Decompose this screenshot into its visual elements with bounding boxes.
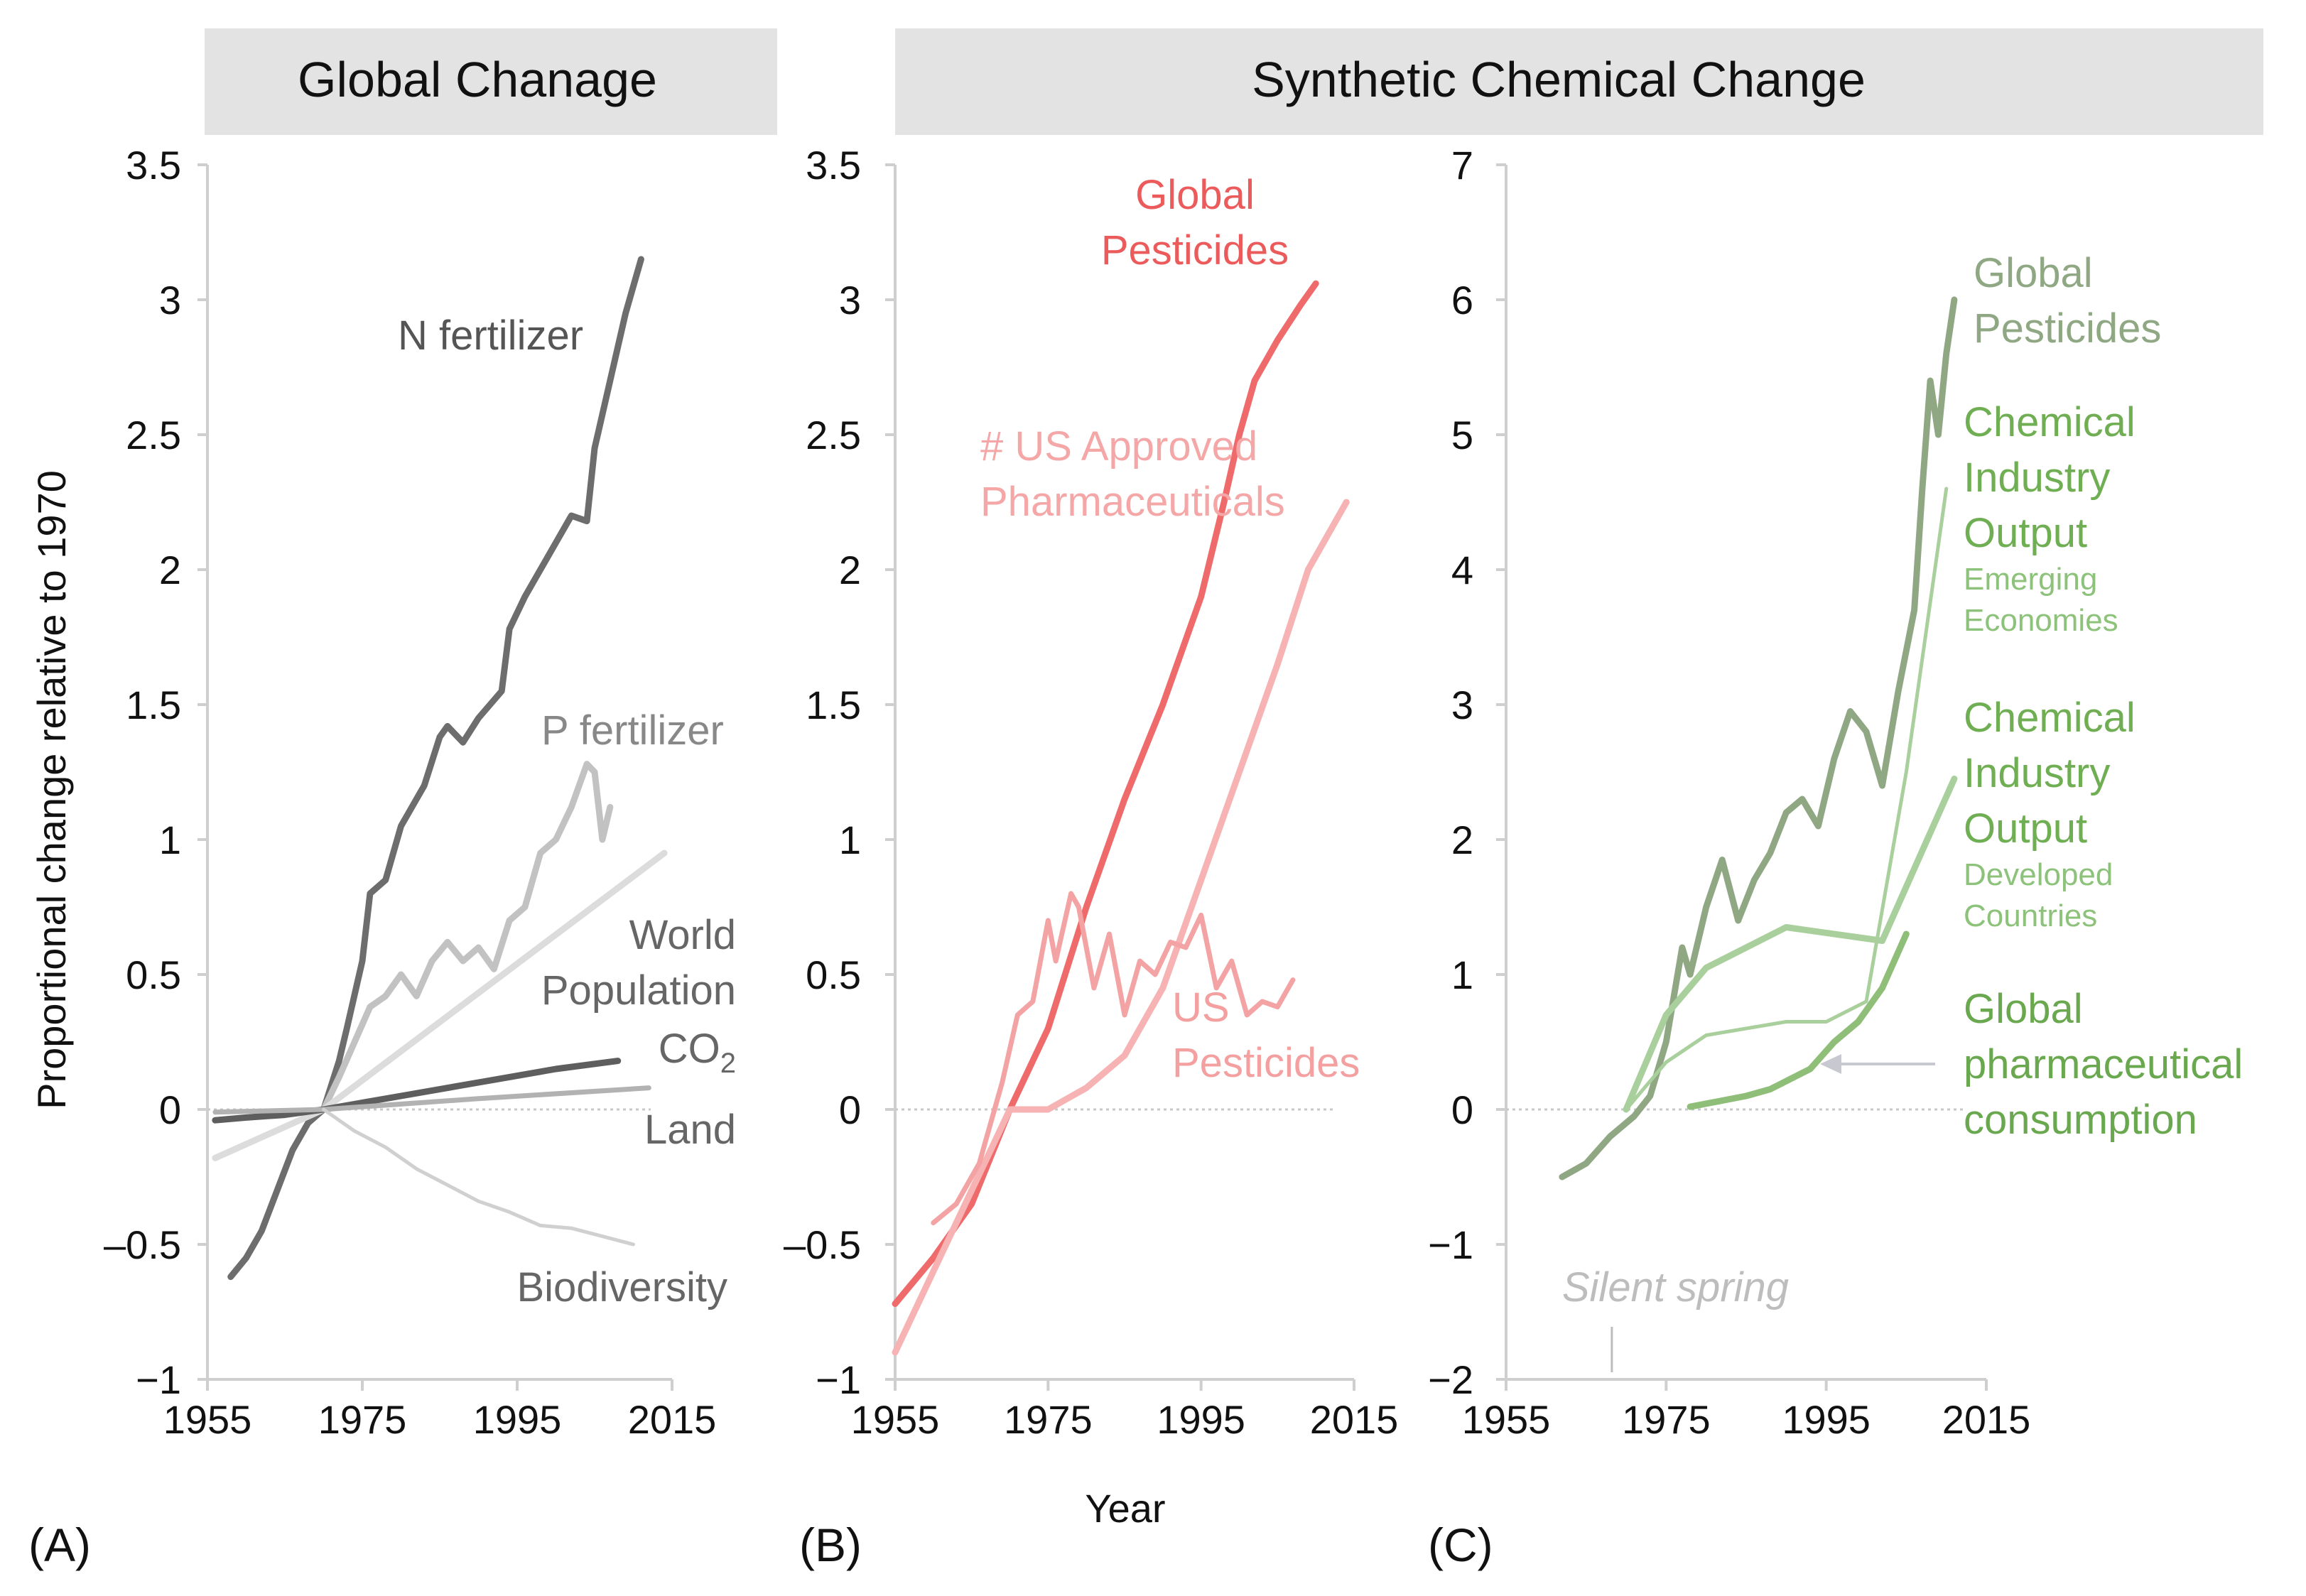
panel-c-y-tick-label: 6 (1451, 278, 1473, 322)
header-right: Synthetic Chemical Change (1252, 52, 1866, 107)
panel-a-series-co2 (212, 1058, 622, 1124)
panel-b-y-tick-label: –0.5 (784, 1222, 861, 1267)
panel-a-x-tick-label: 1975 (318, 1397, 407, 1442)
panel-c-y-tick-label: 5 (1451, 413, 1473, 457)
panel-a-series-p-fertilizer (320, 761, 614, 1113)
panel-a-y-tick-label: –0.5 (104, 1222, 181, 1267)
panel-b-y-tick-label: 2.5 (806, 413, 861, 457)
panel-c-series-chemical-industry-output-emerging-economies (1624, 487, 1949, 1112)
panel-a-y-tick-label: 3.5 (126, 143, 181, 188)
panel-a-label-world-population-line-1: World (629, 912, 736, 958)
panel-c-y-tick-label: 7 (1451, 143, 1473, 188)
panel-b-y-tick-label: 2 (839, 548, 861, 592)
panel-b-series-us-pesticides (931, 891, 1296, 1226)
panel-b-label-us-approved-pharmaceuticals-line-2: Pharmaceuticals (980, 479, 1285, 525)
panel-a-x-tick-label: 1995 (473, 1397, 562, 1442)
panel-c-y-tick-label: 4 (1451, 548, 1473, 592)
header-left-bar (205, 28, 777, 135)
panel-a-label-n-fertilizer-line-1: N fertilizer (398, 313, 583, 359)
panel-a-label-p-fertilizer-line-1: P fertilizer (541, 707, 724, 754)
panel-c-y-tick-label: 0 (1451, 1087, 1473, 1132)
panel-tag-b: (B) (799, 1519, 862, 1571)
panel-b-y-tick-label: 3.5 (806, 143, 861, 188)
panel-b-y-tick-label: −1 (816, 1357, 861, 1402)
panel-c-y-tick-label: 3 (1451, 683, 1473, 727)
panel-a-label-land-line-1: Land (644, 1107, 736, 1153)
panel-b-y-tick-label: 1.5 (806, 683, 861, 727)
panel-c-label-chemical-industry-output-developed-countries-line-1: Chemical (1964, 695, 2136, 741)
panel-c: −2 −1 0 1 2 3 4 5 6 7 1955 1975 1995 2015 Silent sprin… (1428, 143, 2243, 1442)
panel-a-y-tick-label: 1 (159, 818, 181, 862)
panel-c-series-chemical-industry-output-developed-countries (1623, 776, 1958, 1113)
panel-c-x-tick-label: 1995 (1782, 1397, 1871, 1442)
panel-c-label-chemical-industry-output-emerging-economies-sub-1: Emerging (1964, 562, 2097, 597)
panel-a-y-tick-label: 2.5 (126, 413, 181, 457)
panel-b-series-global-pesticides (892, 280, 1319, 1308)
panel-a-label-world-population-line-2: Population (541, 967, 736, 1014)
panel-c-label-chemical-industry-output-developed-countries-line-3: Output (1964, 805, 2087, 852)
panel-c-y-tick-label: 1 (1451, 952, 1473, 997)
panel-c-label-chemical-industry-output-developed-countries-sub-1: Developed (1964, 857, 2113, 892)
panel-a-y-tick-label: −1 (136, 1357, 181, 1402)
panel-b-label-global-pesticides-line-2: Pesticides (1101, 227, 1289, 273)
panel-tag-a: (A) (28, 1519, 91, 1571)
panel-b-label-global-pesticides-line-1: Global (1135, 172, 1255, 218)
panel-c-x-tick-label: 1975 (1622, 1397, 1711, 1442)
panel-b-x-tick-label: 2015 (1310, 1397, 1399, 1442)
panel-b-y-tick-label: 3 (839, 278, 861, 322)
panel-b-y-tick-label: 1 (839, 818, 861, 862)
panel-c-series-global-pesticides (1559, 296, 1958, 1180)
panel-b-label-us-pesticides-line-1: US (1172, 984, 1230, 1031)
panel-c-annotation-silent-spring: Silent spring (1562, 1264, 1789, 1310)
panel-c-label-chemical-industry-output-developed-countries-line-2: Industry (1964, 750, 2110, 796)
panel-a-y-tick-label: 1.5 (126, 683, 181, 727)
header-right-bar (895, 28, 2263, 135)
panel-a: −1 –0.5 0 0.5 1 1.5 2 2.5 3 3.5 1955 1975 1995 2015 N … (104, 143, 736, 1442)
panel-b-label-us-approved-pharmaceuticals-line-1: # US Approved (980, 423, 1257, 469)
panel-b-x-tick-label: 1975 (1004, 1397, 1093, 1442)
panel-a-y-tick-label: 3 (159, 278, 181, 322)
panel-a-label-biodiversity-line-1: Biodiversity (516, 1264, 727, 1310)
panel-a-label-co2-line-1: CO2 (659, 1026, 736, 1079)
panel-a-series-biodiversity (322, 1107, 635, 1247)
panel-c-y-tick-label: 2 (1451, 818, 1473, 862)
panel-b-series-us-approved-pharmaceuticals (892, 499, 1350, 1356)
panel-a-series-n-fertilizer (227, 256, 644, 1281)
y-axis-title: Proportional change relative to 1970 (29, 470, 74, 1109)
panel-c-y-tick-label: −1 (1428, 1222, 1473, 1267)
panel-a-x-tick-label: 2015 (628, 1397, 717, 1442)
panel-a-series-land (212, 1085, 651, 1115)
panel-b: −1 –0.5 0 0.5 1 1.5 2 2.5 3 3.5 1955 1975 1995 2015 Gl… (784, 143, 1398, 1442)
panel-c-pharma-arrow-head (1820, 1054, 1841, 1074)
panel-b-y-tick-label: 0.5 (806, 952, 861, 997)
panel-a-y-tick-label: 0.5 (126, 952, 181, 997)
panel-c-label-global-pesticides-line-1: Global (1974, 250, 2093, 296)
panel-c-series-global-pharmaceutical-consumption (1687, 930, 1910, 1110)
panel-c-label-global-pharmaceutical-consumption-line-3: consumption (1964, 1097, 2197, 1143)
panel-c-x-tick-label: 2015 (1942, 1397, 2031, 1442)
panel-c-x-tick-label: 1955 (1462, 1397, 1551, 1442)
panel-c-label-chemical-industry-output-emerging-economies-line-1: Chemical (1964, 399, 2136, 445)
x-axis-title: Year (1085, 1486, 1165, 1531)
panel-c-label-chemical-industry-output-emerging-economies-line-2: Industry (1964, 455, 2110, 501)
panel-a-y-tick-label: 2 (159, 548, 181, 592)
panel-c-label-chemical-industry-output-emerging-economies-sub-2: Economies (1964, 603, 2118, 638)
panel-a-y-tick-label: 0 (159, 1087, 181, 1132)
panel-b-label-us-pesticides-line-2: Pesticides (1172, 1040, 1360, 1086)
panel-c-label-global-pharmaceutical-consumption-line-2: pharmaceutical (1964, 1041, 2243, 1087)
panel-c-label-global-pesticides-line-2: Pesticides (1974, 305, 2161, 352)
panel-b-y-tick-label: 0 (839, 1087, 861, 1132)
panel-c-label-chemical-industry-output-emerging-economies-line-3: Output (1964, 510, 2087, 556)
panel-c-label-global-pharmaceutical-consumption-line-1: Global (1964, 986, 2083, 1032)
header-left: Global Chanage (298, 52, 657, 107)
panel-a-x-tick-label: 1955 (163, 1397, 252, 1442)
panel-c-label-chemical-industry-output-developed-countries-sub-2: Countries (1964, 899, 2097, 933)
panel-b-x-tick-label: 1955 (851, 1397, 940, 1442)
panel-tag-c: (C) (1428, 1519, 1493, 1571)
panel-b-x-tick-label: 1995 (1157, 1397, 1245, 1442)
panel-c-y-tick-label: −2 (1428, 1357, 1473, 1402)
